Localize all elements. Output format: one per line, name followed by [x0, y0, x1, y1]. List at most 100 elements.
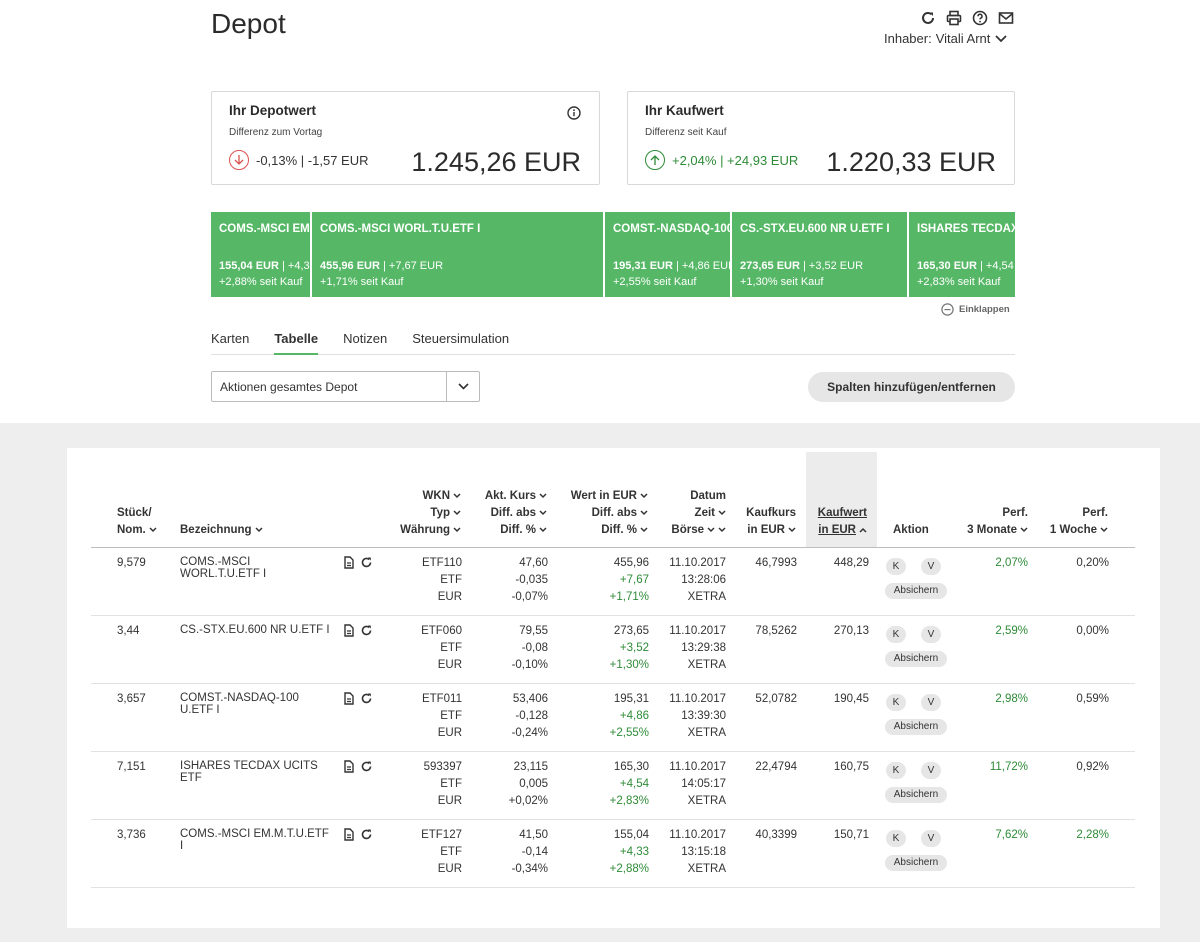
refresh-icon[interactable] — [920, 10, 936, 26]
refresh-icon[interactable] — [360, 760, 373, 773]
bezeichnung-header[interactable]: Bezeichnung — [180, 522, 263, 539]
hedge-button[interactable]: Absichern — [885, 583, 947, 599]
cell-zeit: 13:15:18 — [681, 846, 726, 858]
mail-icon[interactable] — [998, 10, 1014, 26]
position-tile[interactable]: COMST.-NASDAQ-100 U.ETF I 195,31 EUR | +… — [605, 212, 730, 297]
tab-karten[interactable]: Karten — [211, 331, 250, 346]
perf3m-header[interactable]: Perf. — [1002, 507, 1028, 519]
stueck-header[interactable]: Nom. — [117, 522, 157, 539]
buy-button[interactable]: K — [886, 558, 906, 575]
tile-perf: +2,88% seit Kauf — [219, 276, 303, 288]
sell-button[interactable]: V — [921, 830, 941, 847]
collapse-button[interactable]: Einklappen — [941, 303, 1010, 316]
refresh-icon[interactable] — [360, 624, 373, 637]
cell-bezeichnung[interactable]: CS.-STX.EU.600 NR U.ETF I — [180, 624, 330, 636]
hedge-button[interactable]: Absichern — [885, 787, 947, 803]
row-icons — [343, 556, 373, 569]
wert-header[interactable]: Wert in EUR — [571, 488, 648, 505]
tile-value: 195,31 EUR | +4,86 EUR — [613, 260, 730, 272]
perf3m-header[interactable]: 3 Monate — [967, 522, 1028, 539]
kaufkurs-header[interactable]: in EUR — [747, 522, 796, 539]
cell-kaufkurs: 40,3399 — [755, 829, 797, 841]
card-title: Ihr Kaufwert — [645, 103, 724, 118]
kurs-header[interactable]: Diff. abs — [491, 505, 547, 522]
kaufwert-header[interactable]: Kaufwert — [817, 507, 867, 519]
row-divider — [91, 751, 1135, 752]
aktion-header[interactable]: Aktion — [893, 524, 929, 536]
cell-datum: 11.10.2017 — [669, 557, 726, 569]
kurs-header[interactable]: Akt. Kurs — [485, 488, 547, 505]
wert-header[interactable]: Diff. abs — [592, 505, 648, 522]
help-icon[interactable] — [972, 10, 988, 26]
cell-stueck: 9,579 — [117, 557, 146, 569]
cell-kaufwert: 160,75 — [833, 761, 869, 773]
cell-perf1w: 2,28% — [1076, 829, 1109, 841]
document-icon[interactable] — [343, 692, 355, 705]
datum-header[interactable]: Datum — [690, 490, 726, 502]
hedge-button[interactable]: Absichern — [885, 855, 947, 871]
buy-button[interactable]: K — [886, 830, 906, 847]
cell-kurs-abs: -0,035 — [515, 574, 548, 586]
position-tile[interactable]: ISHARES TECDAX UCITS ETF 165,30 EUR | +4… — [909, 212, 1015, 297]
cell-zeit: 13:29:38 — [681, 642, 726, 654]
document-icon[interactable] — [343, 556, 355, 569]
info-icon[interactable] — [567, 106, 581, 120]
wert-header[interactable]: Diff. % — [601, 522, 648, 539]
tile-name: ISHARES TECDAX UCITS ETF — [917, 223, 1015, 235]
hedge-button[interactable]: Absichern — [885, 651, 947, 667]
owner-selector[interactable]: Inhaber: Vitali Arnt — [884, 31, 1008, 46]
columns-button[interactable]: Spalten hinzufügen/entfernen — [808, 372, 1015, 402]
cell-boerse: XETRA — [687, 795, 726, 807]
cell-kurs: 53,406 — [512, 693, 548, 705]
collapse-label: Einklappen — [959, 304, 1010, 315]
tab-steuersimulation[interactable]: Steuersimulation — [412, 331, 510, 346]
stueck-header[interactable]: Stück/ — [117, 507, 152, 519]
document-icon[interactable] — [343, 624, 355, 637]
refresh-icon[interactable] — [360, 692, 373, 705]
kurs-header[interactable]: Diff. % — [500, 522, 547, 539]
document-icon[interactable] — [343, 760, 355, 773]
buy-button[interactable]: K — [886, 694, 906, 711]
cell-kaufkurs: 52,0782 — [755, 693, 797, 705]
datum-header[interactable]: Zeit — [695, 505, 726, 522]
datum-header[interactable]: Börse — [671, 522, 726, 539]
wkn-header[interactable]: Währung — [400, 522, 461, 539]
tab-tabelle[interactable]: Tabelle — [274, 330, 319, 355]
cell-datum: 11.10.2017 — [669, 625, 726, 637]
sell-button[interactable]: V — [921, 694, 941, 711]
owner-name: Vitali Arnt — [935, 31, 991, 46]
buy-button[interactable]: K — [886, 762, 906, 779]
cell-zeit: 14:05:17 — [681, 778, 726, 790]
kaufkurs-header[interactable]: Kaufkurs — [746, 507, 796, 519]
cell-bezeichnung[interactable]: COMS.-MSCI EM.M.T.U.ETF I — [180, 828, 329, 852]
wkn-header[interactable]: Typ — [430, 505, 461, 522]
cell-zeit: 13:28:06 — [681, 574, 726, 586]
perf1w-header[interactable]: Perf. — [1082, 507, 1108, 519]
cell-bezeichnung[interactable]: COMST.-NASDAQ-100 U.ETF I — [180, 692, 299, 716]
page-title: Depot — [211, 8, 286, 39]
hedge-button[interactable]: Absichern — [885, 719, 947, 735]
sell-button[interactable]: V — [921, 626, 941, 643]
kaufwert-header[interactable]: in EUR — [818, 522, 867, 539]
cell-bezeichnung[interactable]: ISHARES TECDAX UCITS ETF — [180, 760, 318, 784]
document-icon[interactable] — [343, 828, 355, 841]
sell-button[interactable]: V — [921, 762, 941, 779]
position-tile[interactable]: COMS.-MSCI EM.M.T.U.ETF I 155,04 EUR | +… — [211, 212, 310, 297]
cell-bezeichnung[interactable]: COMS.-MSCI WORL.T.U.ETF I — [180, 556, 267, 580]
arrow-up-icon — [645, 150, 665, 170]
cell-typ: ETF — [440, 846, 462, 858]
buy-button[interactable]: K — [886, 626, 906, 643]
sell-button[interactable]: V — [921, 558, 941, 575]
filter-select-value: Aktionen gesamtes Depot — [220, 380, 358, 394]
wkn-header[interactable]: WKN — [423, 488, 461, 505]
position-tile[interactable]: CS.-STX.EU.600 NR U.ETF I 273,65 EUR | +… — [732, 212, 907, 297]
card-diff: -0,13% | -1,57 EUR — [229, 150, 368, 170]
refresh-icon[interactable] — [360, 556, 373, 569]
cell-boerse: XETRA — [687, 591, 726, 603]
perf1w-header[interactable]: 1 Woche — [1050, 522, 1108, 539]
print-icon[interactable] — [946, 10, 962, 26]
refresh-icon[interactable] — [360, 828, 373, 841]
filter-select[interactable]: Aktionen gesamtes Depot — [211, 371, 480, 402]
tab-notizen[interactable]: Notizen — [343, 331, 388, 346]
position-tile[interactable]: COMS.-MSCI WORL.T.U.ETF I 455,96 EUR | +… — [312, 212, 603, 297]
